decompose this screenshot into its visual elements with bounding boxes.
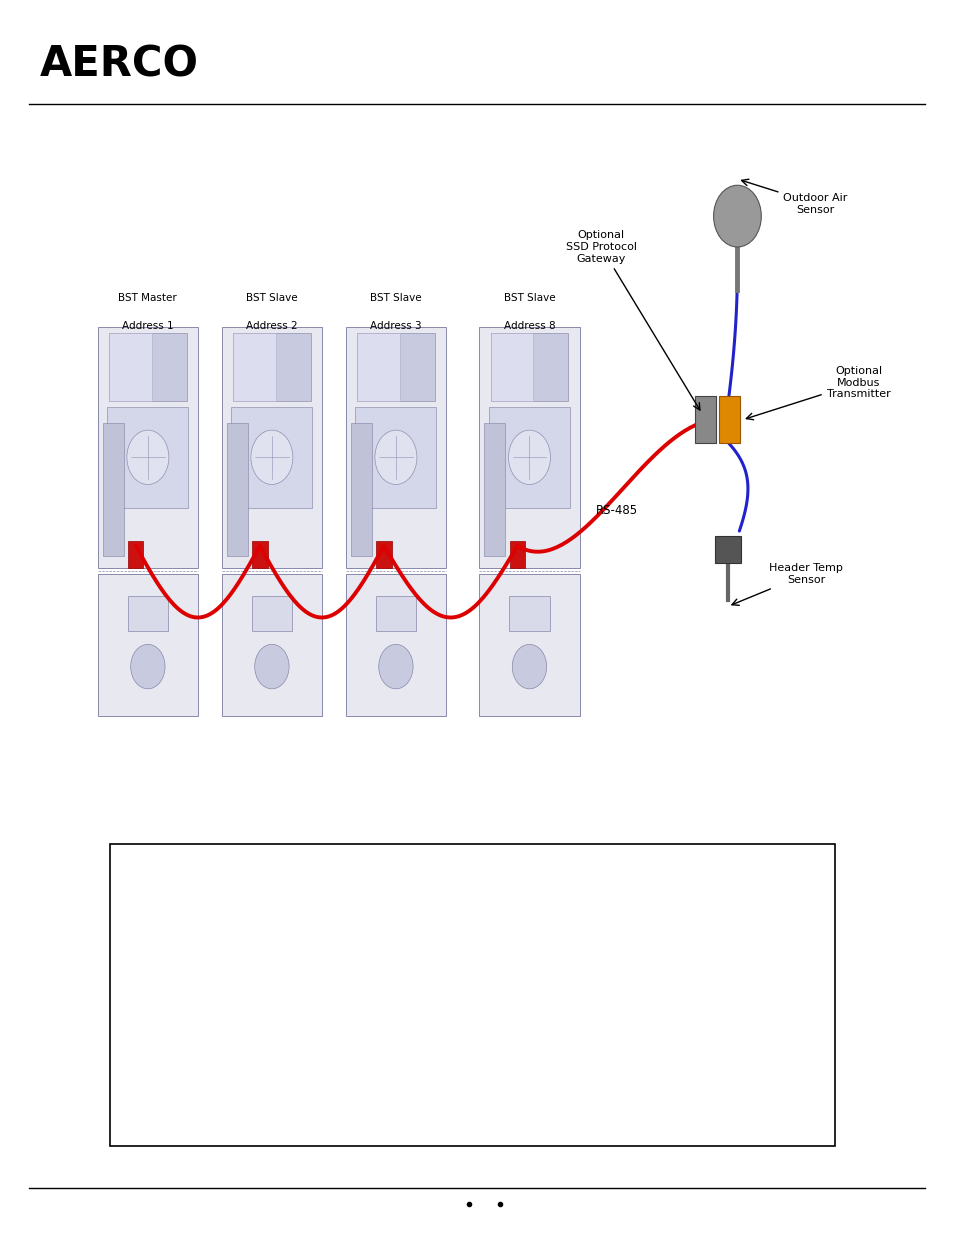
Bar xyxy=(231,406,312,508)
Circle shape xyxy=(713,185,760,247)
Circle shape xyxy=(375,430,416,484)
Bar xyxy=(103,424,124,556)
Bar xyxy=(375,541,391,568)
Circle shape xyxy=(254,645,289,689)
Bar xyxy=(719,396,740,443)
Bar xyxy=(351,424,372,556)
Bar xyxy=(109,333,152,401)
Circle shape xyxy=(251,430,293,484)
Circle shape xyxy=(512,645,546,689)
Bar xyxy=(375,595,416,631)
Text: Header Temp
Sensor: Header Temp Sensor xyxy=(731,563,842,605)
Bar xyxy=(509,595,549,631)
Circle shape xyxy=(131,645,165,689)
Bar xyxy=(98,327,198,568)
Bar xyxy=(221,574,321,716)
Text: Address 1: Address 1 xyxy=(122,321,173,331)
Bar xyxy=(509,541,524,568)
Text: Address 2: Address 2 xyxy=(246,321,297,331)
Bar xyxy=(128,595,168,631)
Text: Address 3: Address 3 xyxy=(370,321,421,331)
Bar xyxy=(694,396,715,443)
Bar xyxy=(479,574,578,716)
Bar xyxy=(221,327,321,568)
Text: BST Slave: BST Slave xyxy=(246,293,297,303)
Bar xyxy=(233,333,275,401)
Bar xyxy=(110,844,834,1146)
Bar xyxy=(345,327,445,568)
Text: Outdoor Air
Sensor: Outdoor Air Sensor xyxy=(740,179,847,215)
Circle shape xyxy=(508,430,550,484)
Bar xyxy=(107,406,189,508)
Text: BST Slave: BST Slave xyxy=(503,293,555,303)
Bar xyxy=(356,333,435,401)
Circle shape xyxy=(127,430,169,484)
Text: BST Master: BST Master xyxy=(118,293,177,303)
Bar xyxy=(355,406,436,508)
Circle shape xyxy=(378,645,413,689)
Bar xyxy=(356,333,399,401)
Text: AERCO: AERCO xyxy=(40,43,199,85)
Text: Address 8: Address 8 xyxy=(503,321,555,331)
Bar xyxy=(98,574,198,716)
Bar xyxy=(479,327,578,568)
Bar xyxy=(252,595,292,631)
Bar xyxy=(489,406,570,508)
Bar xyxy=(714,536,740,563)
Text: Optional
SSD Protocol
Gateway: Optional SSD Protocol Gateway xyxy=(565,231,700,410)
Bar xyxy=(128,541,143,568)
Text: BST Slave: BST Slave xyxy=(370,293,421,303)
Bar xyxy=(491,333,568,401)
Bar xyxy=(233,333,310,401)
Bar xyxy=(252,541,267,568)
Text: RS-485: RS-485 xyxy=(596,504,638,516)
Bar xyxy=(484,424,505,556)
Bar xyxy=(345,574,445,716)
Text: Optional
Modbus
Transmitter: Optional Modbus Transmitter xyxy=(745,367,889,420)
Bar xyxy=(491,333,533,401)
Bar xyxy=(226,424,248,556)
Bar xyxy=(109,333,187,401)
